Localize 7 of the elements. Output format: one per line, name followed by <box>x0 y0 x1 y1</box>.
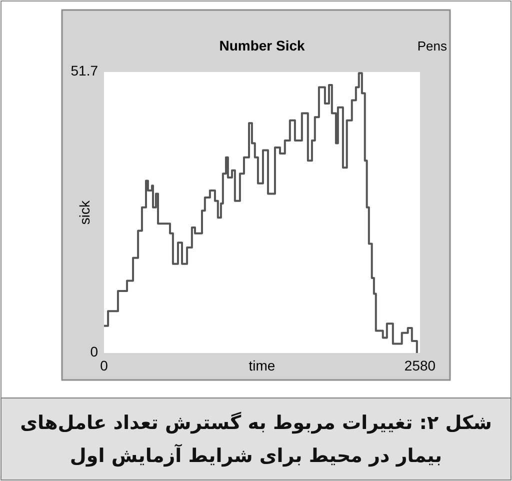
x-tick-label: 2580 <box>404 358 436 374</box>
x-axis-title: time <box>248 358 276 374</box>
text: شکل ۲: تغییرات مربوط به گسترش تعداد عامل‌های بیمار در محیط برای شرایط آزمایش اول <box>19 410 493 469</box>
text: Pens <box>417 38 448 54</box>
y-axis-title: sick <box>76 199 93 225</box>
chart-title: Number Sick <box>219 38 306 54</box>
y-tick-label: 51.7 <box>70 62 98 79</box>
